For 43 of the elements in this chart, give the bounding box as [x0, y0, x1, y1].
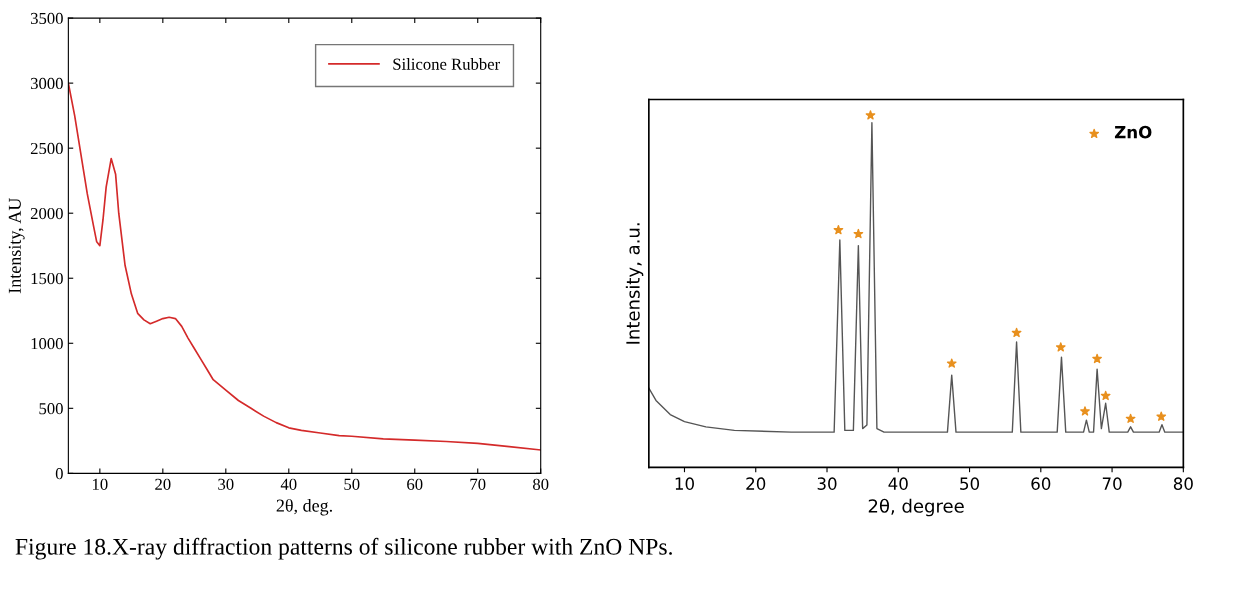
point [946, 358, 957, 368]
x-tick-label: 80 [1173, 477, 1193, 490]
y-axis-title: Intensity, a.u. [625, 223, 644, 344]
x-tick-label: 70 [470, 478, 486, 490]
x-tick-label: 60 [407, 478, 423, 490]
caption: Figure 18.X-ray diffraction patterns of silicone rubber with ZnO NPs. [15, 537, 672, 560]
x-tick-label: 40 [888, 477, 908, 490]
point [865, 110, 876, 120]
point [1100, 390, 1111, 401]
y-tick-label: 2000 [30, 207, 63, 220]
point [1156, 411, 1167, 421]
x-axis-title: 2θ, degree [868, 498, 964, 517]
point [853, 228, 864, 239]
x-axis-title: 2θ, deg. [276, 498, 332, 516]
x-tick-label: 80 [533, 478, 549, 490]
y-axis-title: Intensity, AU [8, 198, 25, 294]
point [1055, 342, 1066, 352]
point [1125, 413, 1136, 423]
point [1080, 406, 1090, 416]
x-tick-label: 30 [218, 478, 234, 490]
x-tick-label: 40 [280, 478, 297, 490]
x-tick-label: 60 [1031, 477, 1051, 490]
y-tick-label: 500 [39, 403, 63, 415]
x-tick-label: 70 [1102, 477, 1122, 490]
line-series [68, 82, 541, 451]
x-tick-label: 20 [746, 477, 766, 490]
x-tick-label: 10 [675, 477, 694, 490]
x-tick-label: 50 [960, 477, 980, 490]
y-tick-label: 1500 [31, 272, 63, 285]
x-tick-label: 20 [155, 478, 171, 490]
y-tick-label: 3000 [30, 77, 63, 90]
y-tick-label: 3500 [30, 12, 63, 25]
y-tick-label: 0 [55, 468, 63, 480]
x-tick-label: 30 [817, 477, 837, 490]
y-tick-label: 1000 [31, 337, 63, 350]
point [1011, 327, 1022, 338]
point [1092, 353, 1102, 364]
y-tick-label: 2500 [30, 142, 63, 155]
x-tick-label: 50 [344, 478, 360, 490]
x-tick-label: 10 [92, 478, 108, 490]
point [833, 224, 844, 235]
legend-label: ZnO [1114, 125, 1152, 139]
legend-label: Silicone Rubber [393, 58, 500, 70]
